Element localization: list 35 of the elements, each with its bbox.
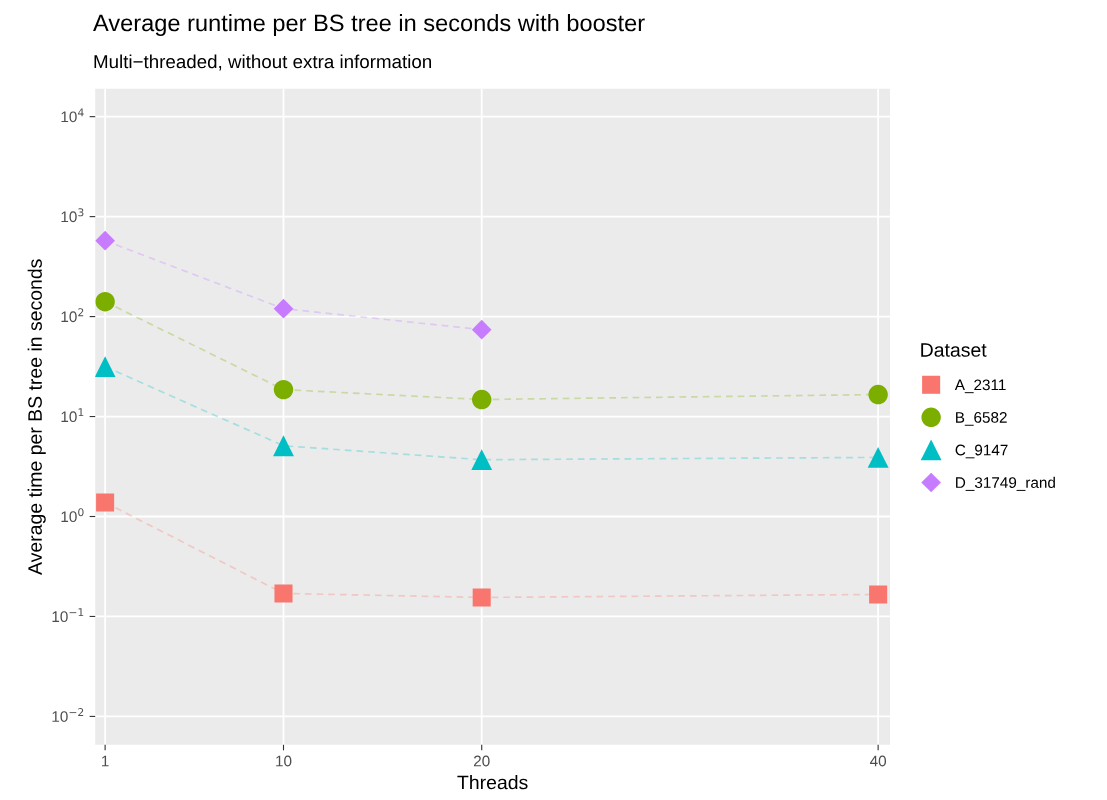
point: [95, 356, 116, 378]
legend-label: B_6582: [956, 412, 1007, 426]
point: [471, 449, 493, 471]
y-tick-label: 10$^{3}$: [61, 208, 84, 223]
y-tick-label: 10$^{1}$: [61, 408, 84, 423]
point: [869, 585, 888, 604]
point: [96, 493, 115, 512]
point: [273, 379, 294, 400]
point: [471, 319, 492, 340]
y-axis-title: Average time per BS tree in seconds: [27, 259, 46, 575]
legend-label: D_31749_rand: [956, 476, 1055, 491]
point: [471, 389, 492, 410]
x-tick-label: 40: [869, 755, 887, 767]
x-tick-label: 20: [473, 755, 490, 767]
point: [868, 384, 888, 405]
point: [867, 447, 889, 468]
x-tick-label: 1: [102, 755, 109, 767]
point: [273, 435, 294, 457]
y-tick-label: 10$^{4}$: [61, 108, 84, 123]
point: [274, 584, 293, 603]
y-tick-label: 10$^{0}$: [61, 508, 84, 523]
y-tick-label: 10$^{−1}$: [52, 608, 84, 623]
y-tick-label: 10$^{−2}$: [52, 708, 84, 722]
chart-subtitle: Multi−threaded, without extra information: [94, 54, 432, 71]
legend-label: A_2311: [954, 379, 1006, 394]
point: [472, 588, 491, 607]
x-tick-label: 10: [276, 755, 292, 767]
point: [95, 291, 115, 312]
point: [273, 298, 294, 319]
chart-title: Average runtime per BS tree in seconds with booster: [93, 13, 645, 36]
point: [95, 230, 115, 251]
x-axis-title: Threads: [457, 775, 528, 790]
legend-title: Dataset: [921, 343, 987, 357]
legend-label: C_9147: [955, 444, 1008, 459]
y-tick-label: 10$^{2}$: [61, 308, 84, 323]
